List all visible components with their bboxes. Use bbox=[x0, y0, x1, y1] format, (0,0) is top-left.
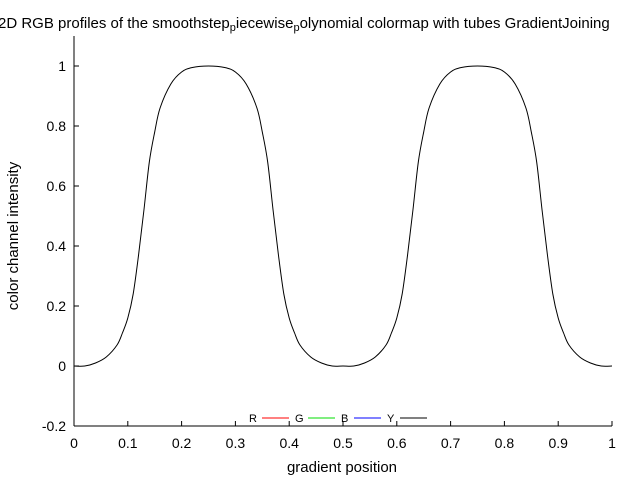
title-part: olynomial colormap with tubes GradientJo… bbox=[300, 15, 610, 32]
series-lines bbox=[74, 66, 612, 366]
chart-title: 2D RGB profiles of the smoothsteppiecewi… bbox=[0, 15, 610, 34]
x-tick-label: 0.6 bbox=[387, 435, 407, 451]
x-tick-label: 1 bbox=[608, 435, 616, 451]
x-tick-label: 0.7 bbox=[441, 435, 461, 451]
x-tick-label: 0.4 bbox=[279, 435, 299, 451]
y-tick-label: 0 bbox=[58, 358, 66, 374]
x-tick-label: 0 bbox=[70, 435, 78, 451]
legend-label-y: Y bbox=[387, 413, 395, 425]
title-part: iecewise bbox=[236, 15, 294, 32]
x-tick-label: 0.3 bbox=[226, 435, 246, 451]
axes bbox=[74, 36, 612, 426]
legend-label-b: B bbox=[341, 413, 348, 425]
x-tick-label: 0.1 bbox=[118, 435, 138, 451]
legend-label-g: G bbox=[295, 413, 304, 425]
x-tick-label: 0.8 bbox=[495, 435, 515, 451]
x-tick-label: 0.5 bbox=[333, 435, 353, 451]
series-line-y bbox=[74, 66, 612, 366]
y-tick-label: 0.8 bbox=[47, 118, 67, 134]
y-tick-label: 1 bbox=[58, 58, 66, 74]
title-part: 2D RGB profiles of the smoothstep bbox=[0, 15, 230, 32]
x-tick-label: 0.2 bbox=[172, 435, 192, 451]
ticks: 0 0.1 0.2 0.3 0.4 0.5 0.6 0.7 0.8 0.9 1-0.200.20.4… bbox=[42, 58, 616, 451]
x-tick-label: 0.9 bbox=[548, 435, 568, 451]
y-axis-label: color channel intensity bbox=[5, 161, 22, 310]
x-axis-label: gradient position bbox=[287, 459, 397, 476]
y-tick-label: -0.2 bbox=[42, 418, 66, 434]
y-tick-label: 0.6 bbox=[47, 178, 67, 194]
y-tick-label: 0.2 bbox=[47, 298, 67, 314]
y-tick-label: 0.4 bbox=[47, 238, 67, 254]
legend-label-r: R bbox=[249, 413, 257, 425]
